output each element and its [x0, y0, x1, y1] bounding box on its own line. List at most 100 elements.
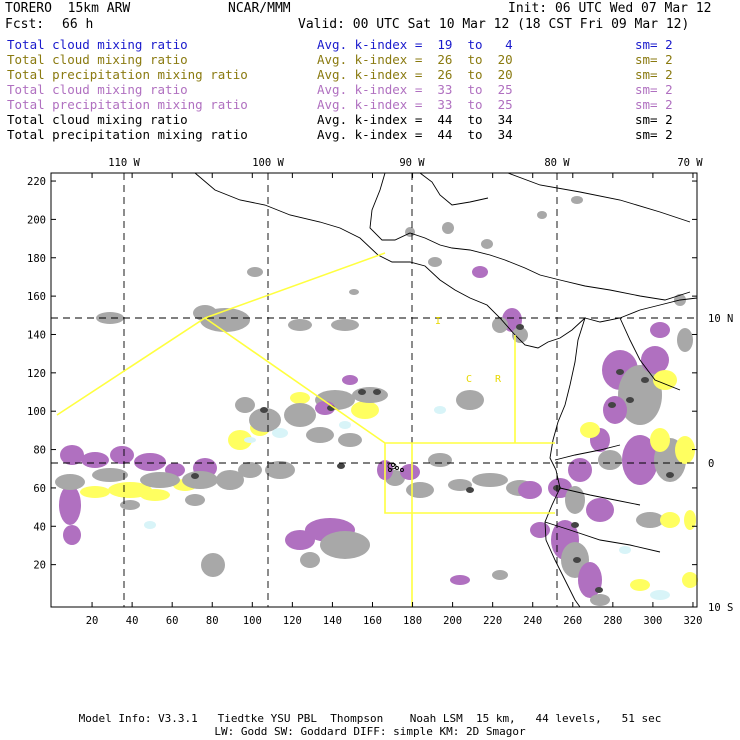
precip-yellow	[660, 512, 680, 528]
precip-purple	[641, 346, 669, 374]
precip-gray	[352, 387, 388, 403]
bottom-axis-label: 60	[166, 615, 179, 627]
left-axis-label: 60	[33, 483, 46, 495]
precip-core	[573, 557, 581, 563]
legend-sm: sm= 2	[635, 82, 673, 97]
precip-gray	[405, 227, 415, 237]
legend-row: Total cloud mixing ratio Avg. k-index = 3…	[0, 82, 740, 97]
precip-gray	[238, 462, 262, 478]
precip-core	[358, 389, 366, 395]
precip-gray	[265, 461, 295, 479]
longitude-label: 90 W	[399, 157, 425, 169]
legend-row: Total cloud mixing ratio Avg. k-index = 1…	[0, 37, 740, 52]
bottom-axis-label: 320	[683, 615, 702, 627]
precip-gray	[201, 553, 225, 577]
bottom-axis-label: 80	[206, 615, 219, 627]
precip-purple	[530, 522, 550, 538]
coastline	[369, 172, 691, 301]
precip-core	[516, 324, 524, 330]
precip-yellow	[351, 401, 379, 419]
legend-row: Total precipitation mixing ratio Avg. k-i…	[0, 127, 740, 142]
bottom-axis-label: 300	[643, 615, 662, 627]
legend-stat: Avg. k-index = 26 to 20	[317, 52, 513, 67]
precip-gray	[140, 472, 180, 488]
precip-purple	[472, 266, 488, 278]
precip-gray	[338, 433, 362, 447]
precip-gray	[537, 211, 547, 219]
left-axis-label: 40	[33, 521, 46, 533]
precip-yellow	[682, 572, 698, 588]
precip-core	[466, 487, 474, 493]
coastline	[544, 317, 586, 608]
axis-labels: 20 40 60 80 100 120 140 160 180 200 220 240 260 280 30…	[27, 157, 733, 627]
precip-core	[608, 402, 616, 408]
map-frame	[50, 172, 698, 608]
coastline	[194, 172, 586, 349]
left-axis-label: 120	[27, 368, 46, 380]
precip-gray	[492, 570, 508, 580]
region-label: C	[466, 374, 472, 385]
precip-core	[260, 407, 268, 413]
precip-core	[191, 473, 199, 479]
bottom-axis-label: 220	[483, 615, 502, 627]
precip-lightblue	[244, 437, 256, 443]
precip-gray	[120, 500, 140, 510]
center-label: NCAR/MMM	[228, 1, 291, 16]
precip-gray	[92, 468, 128, 482]
precip-core	[571, 522, 579, 528]
bottom-axis-label: 240	[523, 615, 542, 627]
axis-ticks	[51, 173, 697, 607]
legend-sm: sm= 2	[635, 112, 673, 127]
precip-gray	[618, 365, 662, 425]
precip-yellow	[630, 579, 650, 591]
precip-core	[666, 472, 674, 478]
precip-purple	[586, 498, 614, 522]
bottom-axis-label: 100	[243, 615, 262, 627]
precip-core	[595, 587, 603, 593]
bottom-axis-label: 180	[403, 615, 422, 627]
precip-gray	[677, 328, 693, 352]
precip-core	[641, 377, 649, 383]
precip-gray	[96, 312, 124, 324]
left-axis-label: 100	[27, 406, 46, 418]
precip-lightblue	[434, 406, 446, 414]
precip-gray	[448, 479, 472, 491]
precip-gray	[349, 289, 359, 295]
coastline	[559, 487, 641, 506]
precip-purple	[134, 453, 166, 471]
precip-gray	[300, 552, 320, 568]
bottom-axis-label: 40	[126, 615, 139, 627]
legend-sm: sm= 2	[635, 52, 673, 67]
legend-sm: sm= 2	[635, 37, 673, 52]
legend-stat: Avg. k-index = 19 to 4	[317, 37, 513, 52]
precip-gray	[306, 427, 334, 443]
precip-gray	[428, 257, 442, 267]
domain-boundaries	[56, 252, 555, 607]
precip-gray	[571, 196, 583, 204]
latitude-label: 10 N	[708, 313, 733, 325]
bottom-axis-label: 280	[603, 615, 622, 627]
bottom-axis-label: 140	[323, 615, 342, 627]
precip-gray	[590, 594, 610, 606]
left-axis-label: 220	[27, 176, 46, 188]
longitude-label: 80 W	[544, 157, 570, 169]
left-axis-label: 160	[27, 291, 46, 303]
precip-purple	[59, 485, 81, 525]
precip-gray	[456, 390, 484, 410]
coastline	[507, 172, 691, 223]
precip-purple	[60, 445, 84, 465]
precip-gray	[182, 471, 218, 489]
boundary-line	[384, 443, 555, 514]
legend-stat: Avg. k-index = 44 to 34	[317, 112, 513, 127]
island	[400, 468, 404, 472]
precip-gray	[492, 317, 508, 333]
legend-stat: Avg. k-index = 44 to 34	[317, 127, 513, 142]
legend-sm: sm= 2	[635, 97, 673, 112]
precip-gray	[284, 403, 316, 427]
precip-fields	[55, 196, 698, 606]
longitude-label: 70 W	[677, 157, 703, 169]
precip-gray	[288, 319, 312, 331]
precip-core	[616, 369, 624, 375]
longitude-label: 110 W	[108, 157, 140, 169]
legend-sm: sm= 2	[635, 67, 673, 82]
